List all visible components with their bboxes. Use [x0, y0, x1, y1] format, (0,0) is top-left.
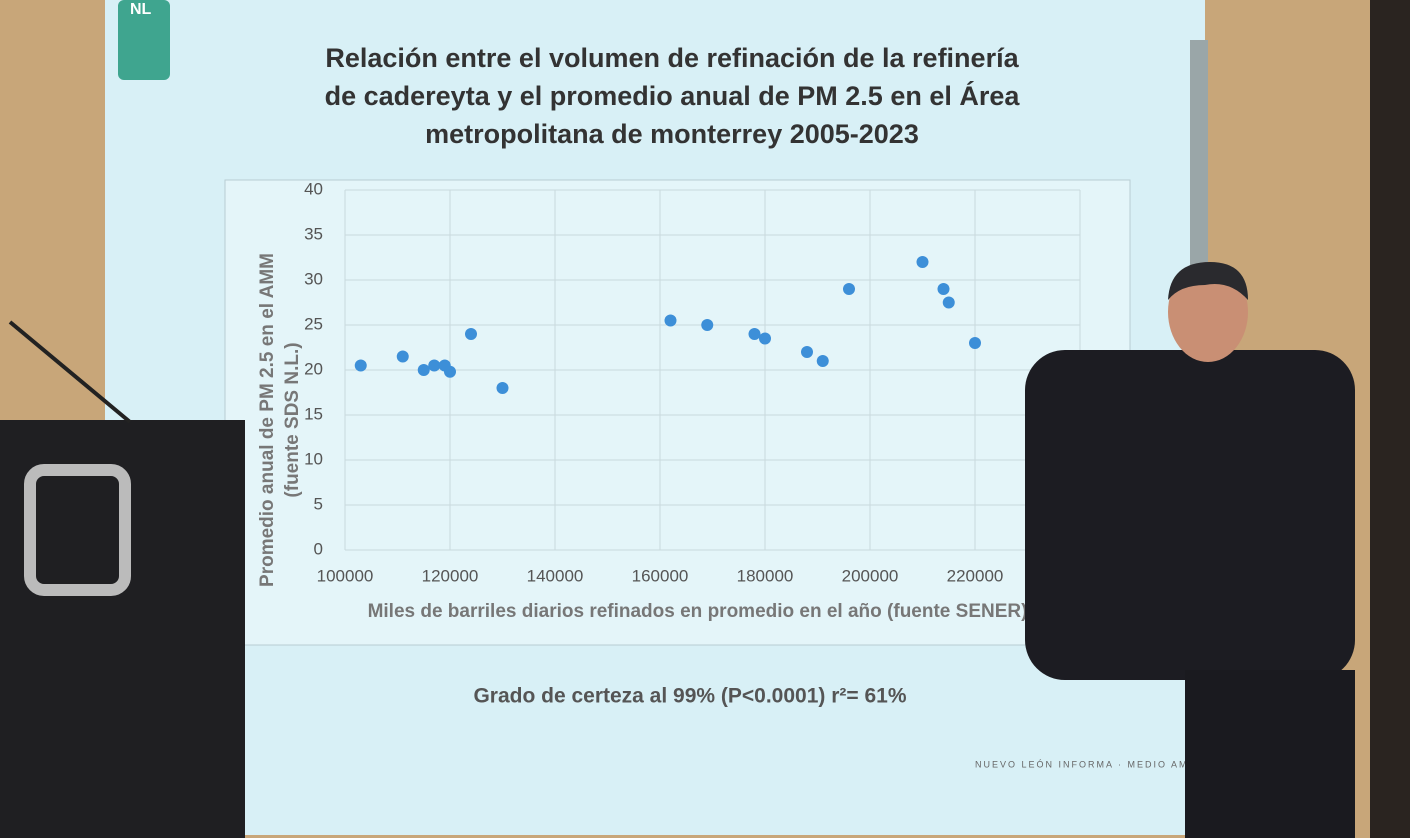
x-tick-label: 160000 — [632, 566, 689, 585]
y-tick-label: 30 — [304, 269, 323, 288]
point — [843, 283, 855, 295]
y-tick-label: 25 — [304, 314, 323, 333]
point — [664, 314, 677, 327]
x-tick-label: 100000 — [317, 566, 374, 585]
footer: NUEVO LEÓN INFORMA · MEDIO AMBIE — [975, 759, 1209, 769]
x-tick-label: 220000 — [947, 566, 1004, 585]
x-tick-label: 140000 — [527, 566, 584, 585]
speaker-hair — [1168, 262, 1248, 300]
speaker-legs — [1185, 670, 1355, 838]
chart-title: metropolitana de monterrey 2005-2023 — [425, 119, 919, 149]
y-tick-label: 40 — [304, 179, 323, 198]
point — [916, 256, 929, 268]
x-tick-label: 120000 — [422, 566, 479, 585]
y-tick-label: 5 — [314, 494, 323, 513]
x-tick-label: 200000 — [842, 566, 899, 585]
point — [417, 364, 430, 376]
podium-logo — [24, 464, 131, 596]
chart-title: Relación entre el volumen de refinación … — [325, 43, 1019, 73]
y-axis-label: Promedio anual de PM 2.5 en el AMM — [257, 253, 278, 587]
point — [354, 359, 367, 372]
point — [748, 328, 761, 340]
door-frame — [1370, 0, 1410, 838]
x-tick-label: 180000 — [737, 566, 794, 585]
point — [428, 359, 441, 372]
point — [801, 346, 813, 358]
point — [496, 382, 509, 394]
logo — [118, 0, 170, 80]
x-axis-label: Miles de barriles diarios refinados en p… — [368, 601, 1028, 622]
y-axis-label: (fuente SDS N.L.) — [282, 342, 303, 497]
y-tick-label: 10 — [304, 449, 323, 468]
brand: NL — [130, 1, 152, 18]
y-tick-label: 20 — [304, 359, 323, 378]
point — [759, 332, 771, 345]
y-tick-label: 0 — [314, 539, 323, 558]
point — [396, 350, 409, 363]
point — [816, 355, 829, 367]
point — [969, 337, 981, 349]
speaker-body — [1025, 350, 1355, 680]
point — [465, 328, 477, 340]
point — [937, 283, 950, 295]
point — [701, 319, 714, 331]
y-tick-label: 35 — [304, 224, 323, 243]
y-tick-label: 15 — [304, 404, 323, 423]
note: Grado de certeza al 99% (P<0.0001) r²= 6… — [473, 685, 906, 708]
chart-title: de cadereyta y el promedio anual de PM 2… — [325, 80, 1021, 111]
point — [942, 296, 955, 309]
chart-frame — [224, 179, 1131, 646]
point — [444, 365, 456, 378]
microphone — [8, 320, 132, 424]
